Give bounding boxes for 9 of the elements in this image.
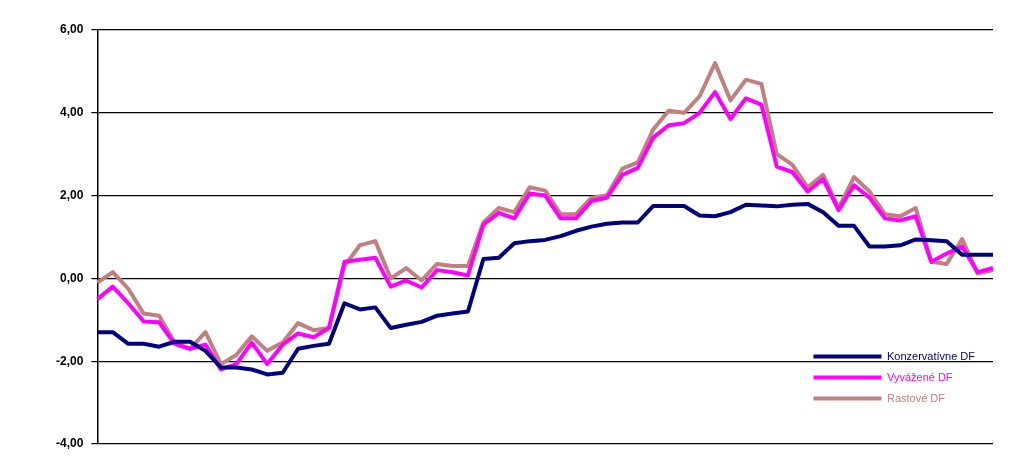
y-tick-label: -2,00 — [55, 353, 84, 368]
text: Vyvážené DF — [886, 370, 953, 383]
y-tick-label: 0,00 — [59, 270, 84, 285]
text: Konzervatívne DF — [886, 349, 976, 362]
y-tick-label: -4,00 — [55, 436, 84, 451]
y-tick-label: 4,00 — [59, 105, 84, 120]
y-tick-label: 2,00 — [59, 187, 84, 202]
text: Rastové DF — [886, 391, 946, 404]
y-tick-label: 6,00 — [59, 22, 84, 37]
